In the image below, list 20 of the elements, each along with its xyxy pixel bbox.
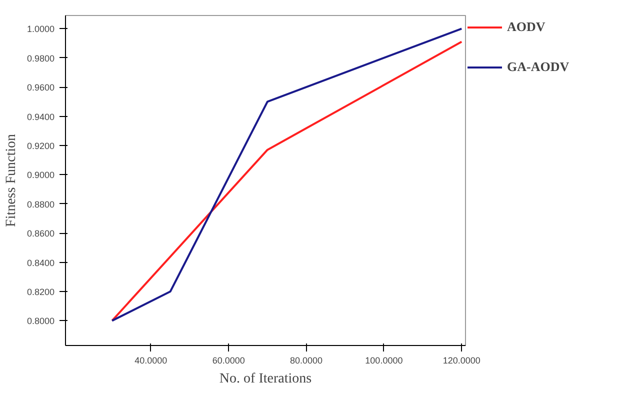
y-tick-label: 0.8600: [26, 228, 55, 239]
y-tick-label: 0.9600: [26, 82, 55, 93]
legend-label: AODV: [507, 19, 546, 35]
y-tick-label: 0.9400: [26, 112, 55, 122]
x-tick-label: 100.0000: [365, 356, 403, 366]
y-tick-label: 0.9000: [26, 170, 55, 180]
y-tick-label: 0.9800: [26, 53, 55, 64]
y-tick-label: 0.9200: [26, 140, 55, 151]
x-tick-label: 120.0000: [442, 356, 480, 366]
x-tick-label: 80.0000: [290, 356, 323, 366]
y-axis-title: Fitness Function: [4, 134, 19, 227]
x-tick-label: 60.0000: [212, 356, 245, 366]
x-axis-title: No. of Iterations: [219, 372, 312, 386]
y-tick-label: 1.0000: [26, 24, 55, 34]
x-tick-label: 40.0000: [134, 356, 168, 366]
y-tick-label: 0.8800: [26, 199, 55, 210]
legend-label: GA-AODV: [507, 59, 570, 75]
y-tick-label: 0.8200: [26, 286, 55, 297]
y-tick-label: 0.8400: [26, 258, 55, 268]
y-tick-label: 0.8000: [26, 316, 55, 326]
